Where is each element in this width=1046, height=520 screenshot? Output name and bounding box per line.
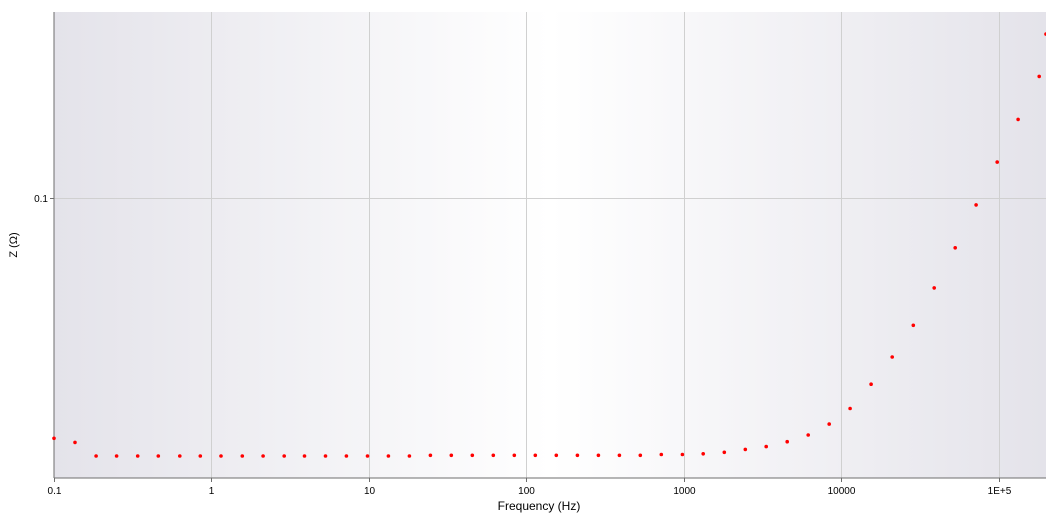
data-point: [178, 454, 182, 458]
data-point: [135, 454, 140, 458]
data-point: [806, 433, 810, 437]
data-point: [344, 454, 349, 458]
data-point: [1037, 74, 1041, 79]
data-point: [198, 454, 203, 458]
data-point: [638, 453, 643, 458]
data-point: [596, 453, 601, 458]
x-tick-label: 0.1: [48, 486, 62, 497]
axes: [53, 12, 1046, 479]
data-point: [94, 454, 98, 458]
data-point: [995, 160, 999, 164]
data-point: [722, 450, 727, 455]
data-points: [52, 32, 1046, 458]
x-tick-label: 10: [364, 486, 376, 497]
data-point: [512, 453, 517, 458]
data-point: [659, 452, 664, 457]
data-point: [617, 453, 622, 458]
x-tick-label: 100: [518, 486, 535, 497]
data-point: [156, 454, 161, 458]
data-point: [785, 439, 789, 444]
data-point: [1016, 117, 1020, 122]
data-point: [73, 440, 77, 445]
x-tick-label: 1E+5: [988, 486, 1012, 497]
data-point: [869, 382, 873, 387]
data-point: [114, 454, 119, 458]
data-point: [827, 422, 831, 426]
data-point: [554, 453, 559, 458]
data-point: [491, 453, 496, 458]
data-point: [323, 454, 328, 458]
data-point: [890, 355, 894, 359]
data-point: [470, 453, 475, 458]
plot-area: [54, 12, 1046, 478]
y-tick-label: 0.1: [34, 194, 48, 205]
y-axis-label: Z (Ω): [8, 232, 20, 257]
x-axis-label: Frequency (Hz): [498, 499, 581, 513]
data-point: [282, 454, 287, 458]
data-point: [764, 444, 768, 449]
data-point: [302, 454, 307, 458]
x-tick-label: 1000: [673, 486, 696, 497]
data-point: [953, 246, 957, 250]
data-point: [911, 323, 916, 328]
data-point: [575, 453, 580, 458]
x-tick-label: 1: [209, 486, 215, 497]
data-point: [261, 454, 265, 458]
data-point: [407, 454, 412, 458]
tick-labels: 0.1 1 10 100 1000 10000 1E+5 0.1: [34, 194, 1012, 497]
data-point: [219, 454, 223, 458]
grid-lines: [54, 12, 1046, 478]
x-tick-label: 10000: [828, 486, 856, 497]
data-point: [974, 203, 978, 207]
data-point: [240, 454, 245, 458]
data-point: [932, 286, 936, 290]
data-point: [743, 447, 748, 452]
data-point: [449, 453, 454, 458]
data-point: [52, 436, 56, 441]
data-point: [848, 406, 852, 411]
data-point: [386, 454, 391, 458]
data-point: [680, 452, 685, 457]
data-point: [701, 452, 705, 456]
data-point: [428, 453, 433, 458]
data-point: [365, 454, 370, 458]
data-point: [533, 453, 538, 458]
